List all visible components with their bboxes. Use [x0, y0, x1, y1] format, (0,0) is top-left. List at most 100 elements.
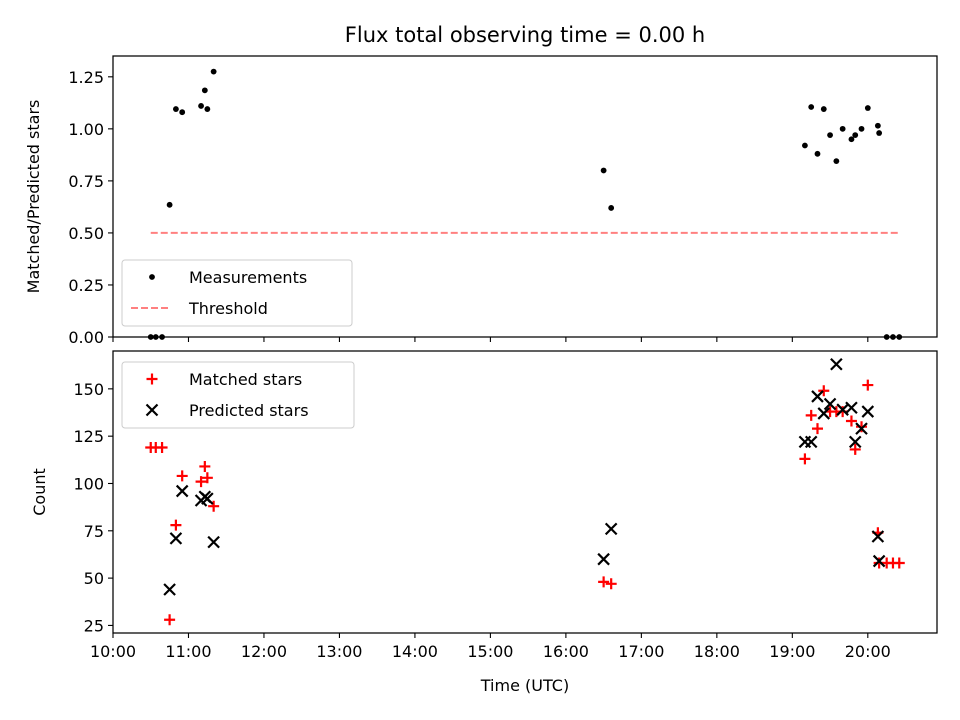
data-point: [852, 132, 859, 138]
predicted-point: [201, 492, 214, 505]
y-tick-label: 75: [84, 522, 104, 541]
predicted-point: [848, 435, 862, 449]
data-point: [833, 158, 840, 165]
y-tick-label: 25: [84, 616, 104, 635]
y-tick-label: 150: [73, 380, 104, 399]
matched-point: [170, 519, 182, 531]
matched-point: [893, 557, 905, 569]
data-point: [858, 125, 865, 132]
matched-point: [164, 614, 176, 626]
top-panel: 0.00 0.25 0.50 0.75 1.00 1.25 Matched/Predict…: [24, 55, 938, 347]
matched-point: [862, 379, 874, 391]
x-tick-label: 11:00: [165, 642, 211, 661]
y-tick-label: 0.75: [68, 172, 104, 191]
predicted-point: [830, 357, 843, 371]
legend-box: [121, 259, 353, 327]
data-point: [827, 132, 833, 138]
matched-point: [208, 500, 220, 512]
bottom-legend: Matched stars Predicted stars: [121, 361, 355, 429]
matched-point: [805, 409, 817, 421]
data-point: [839, 125, 846, 132]
x-axis-label: Time (UTC): [480, 676, 569, 695]
y-tick-label: 0.50: [68, 224, 104, 243]
matched-point: [146, 373, 158, 385]
y-tick-label: 1.00: [68, 120, 104, 139]
predicted-point: [872, 554, 886, 568]
data-point: [210, 68, 217, 75]
legend-box: [121, 361, 355, 429]
y-tick-label: 0.00: [68, 328, 104, 347]
predicted-point: [861, 405, 875, 418]
top-legend: Measurements Threshold: [121, 259, 353, 327]
count-points-layer: [145, 357, 905, 626]
predicted-point: [811, 390, 824, 403]
matched-point: [201, 472, 213, 484]
data-point: [204, 106, 211, 112]
predicted-point: [817, 407, 831, 420]
data-point: [173, 106, 179, 112]
x-tick-label: 18:00: [694, 642, 740, 661]
data-point: [608, 205, 615, 211]
bottom-plot-frame: [112, 350, 938, 634]
data-point: [166, 201, 173, 208]
predicted-point: [163, 583, 176, 596]
matched-point: [856, 421, 868, 433]
measurement-points-layer: [147, 68, 903, 340]
predicted-point: [207, 535, 220, 549]
predicted-point: [597, 552, 610, 566]
matched-point: [598, 576, 610, 588]
y-tick-label: 50: [84, 569, 104, 588]
matched-point: [845, 415, 857, 427]
matched-point: [176, 470, 188, 482]
data-point: [814, 150, 821, 157]
data-point: [179, 109, 186, 116]
predicted-point: [804, 435, 818, 449]
matched-point: [156, 442, 168, 454]
matched-point: [811, 423, 823, 435]
matched-point: [849, 443, 861, 455]
bottom-panel: 25 50 75 100 125 150 10:00 11:00 12:00 13:00 14:0…: [30, 350, 938, 695]
x-tick-label: 14:00: [392, 642, 438, 661]
data-point: [149, 274, 155, 280]
top-x-ticks: [112, 337, 869, 342]
data-point: [808, 104, 815, 110]
x-tick-label: 13:00: [316, 642, 362, 661]
x-tick-label: 10:00: [90, 642, 136, 661]
matched-point: [199, 460, 211, 472]
predicted-point: [871, 530, 885, 543]
bottom-y-axis-label: Count: [30, 468, 49, 516]
data-point: [198, 103, 204, 109]
legend-label: Matched stars: [189, 370, 302, 389]
bottom-x-ticks: 10:00 11:00 12:00 13:00 14:00 15:00 16:00 17:00…: [90, 633, 891, 661]
x-tick-label: 17:00: [618, 642, 664, 661]
legend-label: Measurements: [189, 268, 307, 287]
top-y-axis-label: Matched/Predicted stars: [24, 100, 43, 294]
top-y-ticks: 0.00 0.25 0.50 0.75 1.00 1.25: [68, 68, 113, 347]
data-point: [874, 122, 881, 129]
data-point: [802, 142, 808, 149]
predicted-point: [145, 403, 159, 417]
matched-point: [605, 578, 617, 590]
y-tick-label: 0.25: [68, 276, 104, 295]
data-point: [848, 136, 855, 143]
predicted-point: [823, 397, 837, 411]
matched-point: [799, 453, 811, 465]
data-point: [201, 87, 208, 94]
predicted-point: [845, 401, 858, 415]
data-point: [876, 130, 883, 136]
matched-point: [195, 476, 207, 488]
legend-label: Predicted stars: [189, 401, 309, 420]
predicted-point: [175, 484, 189, 498]
predicted-point: [604, 522, 618, 536]
y-tick-label: 1.25: [68, 68, 104, 87]
matched-point: [818, 385, 830, 397]
x-tick-label: 16:00: [543, 642, 589, 661]
top-plot-frame: [112, 55, 938, 338]
data-point: [600, 167, 607, 174]
chart-title: Flux total observing time = 0.00 h: [345, 23, 705, 47]
y-tick-label: 125: [73, 427, 104, 446]
data-point: [864, 105, 871, 111]
legend-label: Threshold: [188, 299, 268, 318]
